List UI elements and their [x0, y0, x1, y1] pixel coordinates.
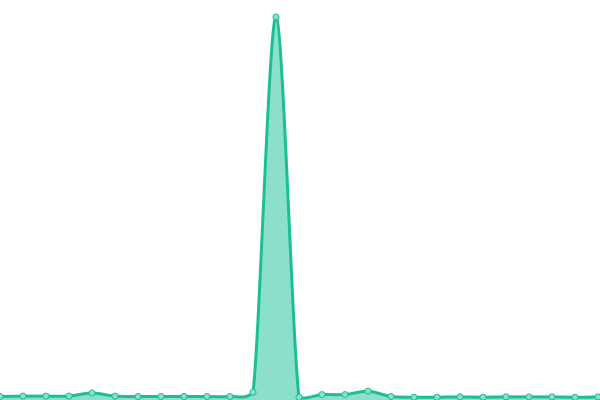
data-point-25: [571, 393, 579, 400]
data-point-3: [65, 392, 73, 400]
data-point-16: [364, 387, 372, 395]
data-point-21: [479, 393, 487, 400]
data-point-24: [548, 393, 556, 400]
data-point-19: [433, 393, 441, 400]
data-point-8: [180, 392, 188, 400]
data-point-0: [0, 392, 4, 400]
data-point-7: [157, 392, 165, 400]
data-point-15: [341, 391, 349, 399]
data-point-10: [226, 392, 234, 400]
data-point-11: [249, 388, 257, 396]
series-line: [0, 15, 599, 400]
area-fill: [0, 16, 598, 400]
data-point-20: [456, 393, 464, 400]
data-point-1: [19, 392, 27, 400]
data-points: [0, 13, 600, 400]
data-point-18: [410, 393, 418, 400]
data-point-23: [525, 393, 533, 400]
data-point-6: [134, 392, 142, 400]
data-point-9: [203, 392, 211, 400]
data-point-17: [387, 392, 395, 400]
data-point-12: [272, 13, 280, 21]
data-point-13: [295, 393, 303, 400]
data-point-2: [42, 392, 50, 400]
data-point-14: [318, 391, 326, 399]
data-point-5: [111, 392, 119, 400]
data-point-26: [594, 393, 600, 400]
data-point-22: [502, 393, 510, 400]
data-point-4: [88, 389, 96, 397]
